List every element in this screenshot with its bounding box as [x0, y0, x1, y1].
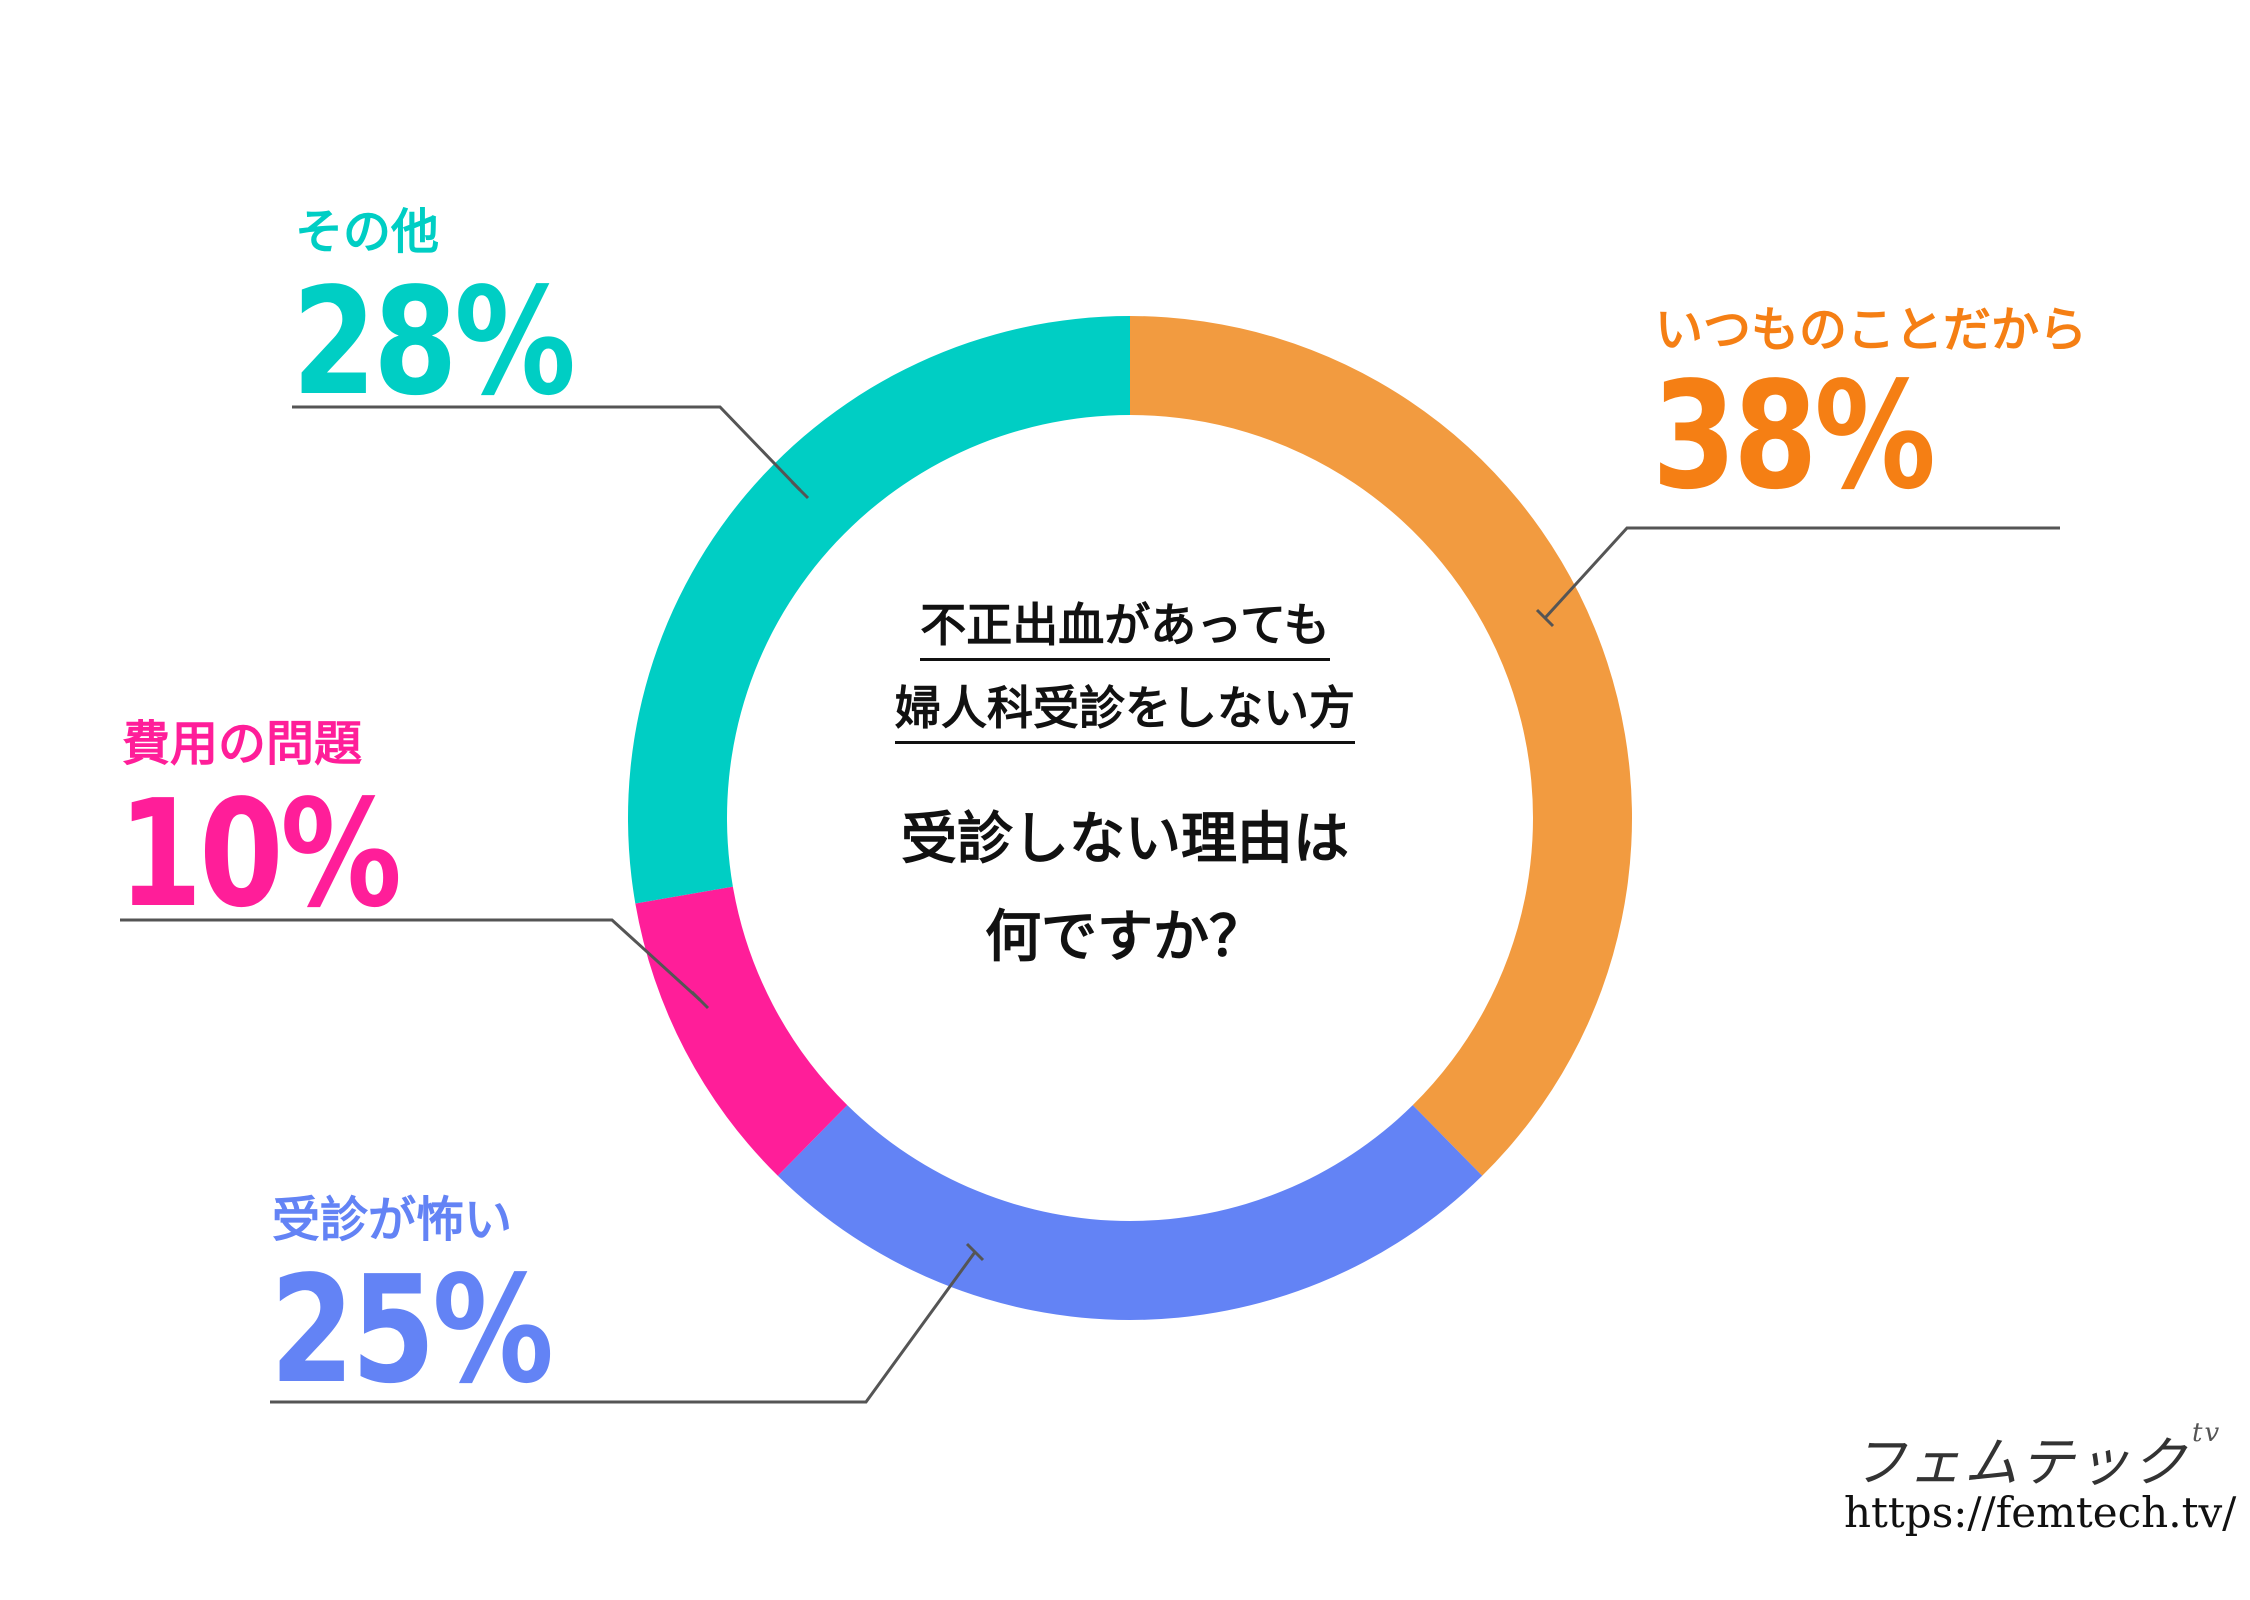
leader-line-kowai	[270, 1251, 977, 1404]
chart-title-line1: 受診しない理由は	[901, 807, 1349, 872]
site-url: https://femtech.tv/	[1844, 1488, 2237, 1537]
chart-title-line2: 何ですか？	[985, 905, 1265, 970]
slice-kowai	[777, 1105, 1483, 1320]
slice-value-itsumo: 38%	[1652, 350, 1936, 522]
slice-label-itsumo: いつものことだから	[1655, 302, 2088, 358]
leader-line-hiyou-tick	[690, 990, 710, 1010]
slice-label-sonota: その他	[295, 204, 440, 260]
slice-sonota	[628, 316, 1130, 904]
leader-line-sonota-tick	[790, 480, 810, 500]
slice-value-kowai: 25%	[270, 1244, 554, 1416]
leader-line-hiyou	[120, 918, 702, 1002]
slice-itsumo	[1130, 316, 1632, 1176]
leader-line-itsumo	[1543, 526, 2060, 620]
chart-subtitle-line2: 婦人科受診をしない方	[0, 681, 2250, 744]
brand-logo: フェムテック tv	[1852, 1418, 2222, 1494]
chart-subtitle-line1: 不正出血があっても	[0, 598, 2250, 661]
slice-label-hiyou: 費用の問題	[122, 716, 363, 772]
slice-value-hiyou: 10%	[118, 768, 402, 940]
leader-line-kowai-tick	[965, 1242, 985, 1262]
slice-label-kowai: 受診が怖い	[272, 1192, 513, 1248]
leader-line-sonota	[292, 405, 802, 492]
leader-line-itsumo-tick	[1535, 608, 1555, 628]
slice-hiyou	[635, 886, 848, 1176]
slice-value-sonota: 28%	[292, 256, 576, 428]
